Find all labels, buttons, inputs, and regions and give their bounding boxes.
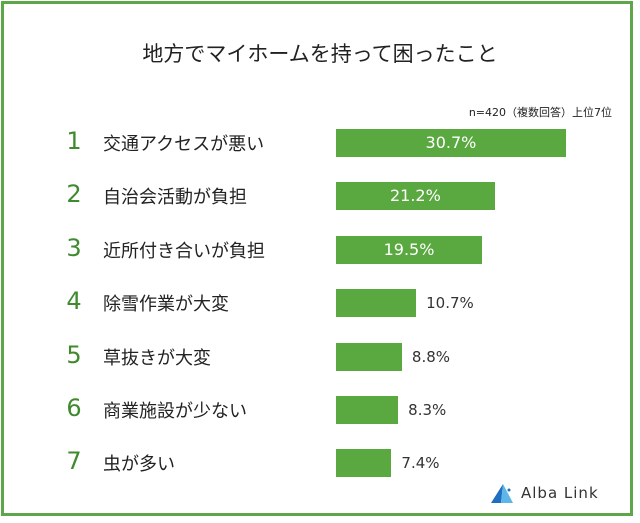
rank-number: 7 bbox=[66, 447, 82, 476]
alba-link-logo: Alba Link bbox=[489, 482, 599, 504]
sample-note: n=420（複数回答）上位7位 bbox=[468, 106, 612, 119]
bar bbox=[336, 235, 483, 264]
bar bbox=[336, 449, 392, 478]
category-label: 交通アクセスが悪い bbox=[103, 134, 265, 155]
value-label: 7.4% bbox=[401, 454, 440, 473]
value-label: 8.8% bbox=[411, 347, 451, 366]
category-label: 商業施設が少ない bbox=[103, 401, 247, 422]
rank-number: 3 bbox=[66, 233, 82, 262]
category-label: 草抜きが大変 bbox=[103, 347, 211, 369]
category-label: 虫が多い bbox=[103, 454, 175, 476]
rank-number: 1 bbox=[66, 127, 82, 155]
rank-number: 4 bbox=[66, 287, 82, 316]
bar bbox=[336, 182, 495, 211]
value-label: 10.7% bbox=[426, 294, 474, 313]
chart-title: 地方でマイホームを持って困ったこと bbox=[142, 42, 498, 66]
category-label: 除雪作業が大変 bbox=[103, 294, 229, 316]
rank-number: 6 bbox=[66, 394, 82, 422]
value-label: 19.5% bbox=[383, 239, 435, 259]
logo-text: Alba Link bbox=[521, 484, 599, 502]
value-label: 30.7% bbox=[425, 133, 477, 152]
bar bbox=[336, 129, 566, 157]
rank-number: 2 bbox=[66, 180, 82, 209]
rank-number: 5 bbox=[66, 340, 82, 369]
alba-link-mountain-icon bbox=[491, 484, 513, 503]
chart-frame bbox=[1, 1, 633, 516]
value-label: 21.2% bbox=[389, 186, 441, 206]
bar bbox=[336, 342, 402, 371]
category-label: 自治会活動が負担 bbox=[103, 187, 247, 209]
category-label: 近所付き合いが負担 bbox=[103, 240, 265, 262]
bar bbox=[336, 396, 399, 424]
bar bbox=[336, 289, 417, 318]
value-label: 8.3% bbox=[408, 401, 447, 419]
